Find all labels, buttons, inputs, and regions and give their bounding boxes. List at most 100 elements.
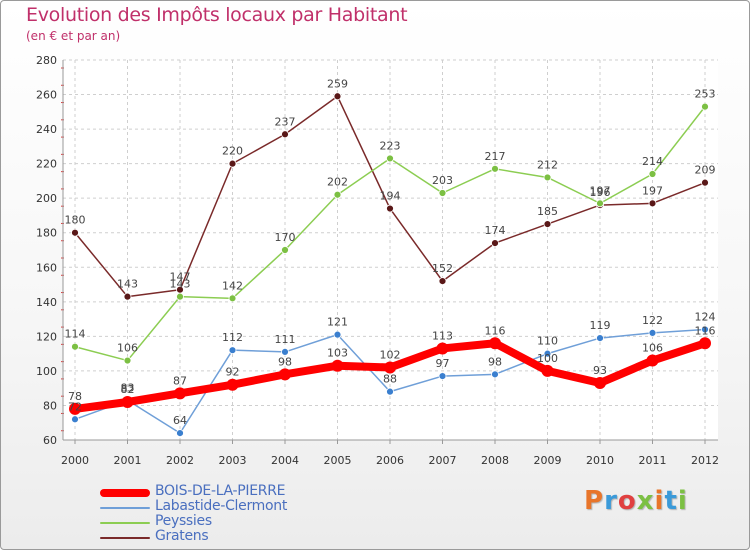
- data-point-peyssies: [176, 292, 184, 301]
- data-point-peyssies: [648, 170, 657, 178]
- data-point-gratens: [71, 228, 79, 237]
- data-label-labastide-clermont: 121: [327, 316, 348, 329]
- y-tick-label: 120: [36, 330, 57, 343]
- y-tick-label: 180: [36, 227, 57, 240]
- data-point-gratens: [491, 239, 499, 247]
- proxiti-logo: Proxiti: [584, 486, 688, 516]
- data-label-labastide-clermont: 88: [383, 373, 397, 386]
- legend-swatch: [100, 507, 150, 509]
- data-point-gratens: [701, 178, 709, 187]
- data-label-bois-de-la-pierre: 100: [537, 352, 558, 365]
- y-tick-label: 60: [43, 434, 57, 447]
- data-point-labastide-clermont: [333, 330, 342, 339]
- data-label-peyssies: 214: [642, 155, 663, 168]
- data-point-bois-de-la-pierre: [69, 402, 81, 415]
- data-label-gratens: 196: [590, 186, 611, 199]
- legend-item: Gratens: [100, 528, 360, 545]
- data-point-bois-de-la-pierre: [331, 359, 344, 372]
- data-label-labastide-clermont: 72: [68, 400, 82, 413]
- data-point-peyssies: [596, 199, 604, 208]
- data-label-gratens: 209: [695, 164, 716, 177]
- data-label-gratens: 194: [380, 190, 401, 203]
- data-label-peyssies: 143: [170, 278, 191, 291]
- data-point-bois-de-la-pierre: [541, 364, 554, 377]
- data-point-peyssies: [701, 102, 709, 111]
- data-label-bois-de-la-pierre: 103: [327, 347, 348, 360]
- x-tick-label: 2002: [166, 454, 194, 467]
- y-tick-label: 140: [36, 296, 57, 309]
- data-label-labastide-clermont: 97: [436, 357, 450, 370]
- x-tick-label: 2007: [429, 454, 457, 467]
- data-label-labastide-clermont: 111: [275, 333, 296, 346]
- data-label-peyssies: 142: [222, 279, 243, 292]
- legend-item: Peyssies: [100, 513, 360, 530]
- x-tick-label: 2005: [324, 454, 352, 467]
- data-point-labastide-clermont: [281, 348, 289, 356]
- data-point-bois-de-la-pierre: [699, 337, 711, 350]
- data-point-bois-de-la-pierre: [489, 337, 501, 350]
- data-label-gratens: 185: [537, 205, 558, 218]
- data-label-bois-de-la-pierre: 87: [173, 374, 187, 387]
- data-point-gratens: [228, 159, 237, 168]
- x-tick-label: 2001: [114, 454, 142, 467]
- data-point-labastide-clermont: [438, 372, 447, 380]
- data-point-labastide-clermont: [176, 429, 184, 437]
- data-label-bois-de-la-pierre: 82: [121, 383, 135, 396]
- legend-item: BOIS-DE-LA-PIERRE: [100, 483, 360, 500]
- legend-label: Labastide-Clermont: [155, 498, 288, 514]
- data-label-peyssies: 106: [117, 342, 138, 355]
- data-point-peyssies: [228, 294, 237, 303]
- y-tick-label: 160: [36, 261, 57, 274]
- data-point-bois-de-la-pierre: [436, 342, 449, 355]
- data-point-peyssies: [386, 154, 394, 163]
- data-point-gratens: [438, 277, 447, 285]
- data-point-labastide-clermont: [701, 325, 709, 334]
- data-label-labastide-clermont: 122: [642, 314, 663, 327]
- data-label-bois-de-la-pierre: 102: [380, 348, 401, 361]
- data-label-peyssies: 217: [485, 150, 506, 163]
- data-point-labastide-clermont: [648, 329, 657, 337]
- data-point-labastide-clermont: [386, 387, 394, 396]
- data-point-bois-de-la-pierre: [279, 368, 291, 381]
- data-point-labastide-clermont: [71, 415, 79, 424]
- data-point-gratens: [648, 199, 657, 208]
- legend-swatch: [100, 489, 150, 497]
- data-label-gratens: 237: [275, 115, 296, 128]
- y-tick-label: 200: [36, 192, 57, 205]
- chart-title: Evolution des Impôts locaux par Habitant: [26, 4, 408, 26]
- data-point-bois-de-la-pierre: [174, 387, 186, 400]
- data-label-gratens: 143: [117, 278, 138, 291]
- legend-swatch: [100, 537, 150, 539]
- data-point-bois-de-la-pierre: [384, 361, 396, 374]
- x-tick-label: 2012: [691, 454, 719, 467]
- y-tick-label: 280: [36, 54, 57, 67]
- data-point-bois-de-la-pierre: [226, 378, 239, 391]
- data-point-peyssies: [543, 173, 552, 182]
- data-label-peyssies: 170: [275, 231, 296, 244]
- data-label-bois-de-la-pierre: 93: [593, 364, 607, 377]
- data-label-gratens: 259: [327, 77, 348, 90]
- data-label-bois-de-la-pierre: 113: [432, 329, 453, 342]
- x-tick-label: 2011: [639, 454, 667, 467]
- y-tick-label: 240: [36, 123, 57, 136]
- legend-label: Gratens: [155, 528, 209, 544]
- data-label-labastide-clermont: 119: [590, 319, 611, 332]
- x-tick-label: 2010: [586, 454, 614, 467]
- y-tick-label: 260: [36, 89, 57, 102]
- data-label-labastide-clermont: 112: [222, 331, 243, 344]
- data-label-bois-de-la-pierre: 92: [226, 366, 240, 379]
- data-point-bois-de-la-pierre: [646, 354, 659, 367]
- data-label-bois-de-la-pierre: 98: [278, 355, 292, 368]
- data-point-peyssies: [333, 190, 342, 199]
- data-point-bois-de-la-pierre: [121, 396, 134, 408]
- data-label-gratens: 197: [642, 184, 663, 197]
- x-tick-label: 2000: [61, 454, 89, 467]
- data-label-labastide-clermont: 110: [537, 335, 558, 348]
- x-tick-label: 2004: [271, 454, 299, 467]
- data-label-peyssies: 114: [65, 328, 86, 341]
- data-label-labastide-clermont: 124: [695, 310, 716, 323]
- y-tick-label: 80: [43, 399, 57, 412]
- data-label-peyssies: 253: [695, 88, 716, 101]
- data-point-gratens: [333, 92, 342, 101]
